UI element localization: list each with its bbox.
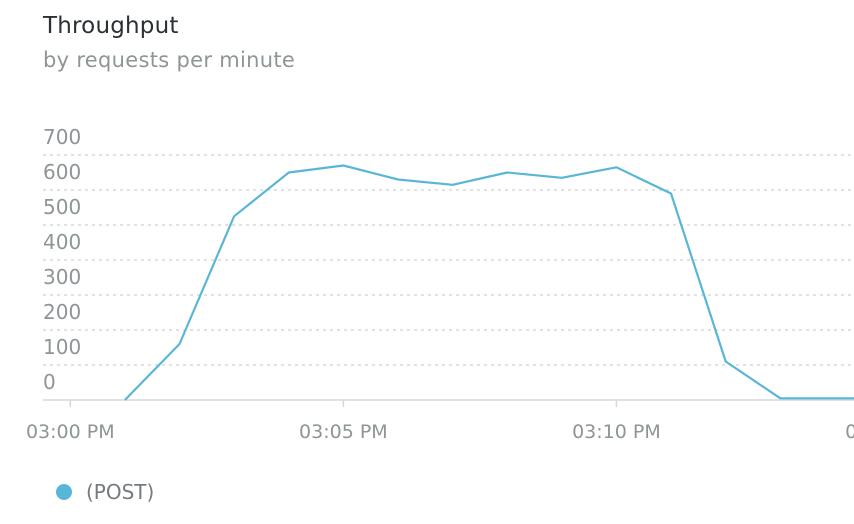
x-tick-label: 03:00 PM [26, 421, 115, 443]
legend[interactable]: (POST) [56, 480, 154, 504]
series-line-post [124, 164, 854, 401]
y-tick-label-600: 600 [43, 160, 81, 184]
chart-subtitle: by requests per minute [43, 48, 296, 72]
y-tick-label-700: 700 [43, 125, 81, 149]
legend-swatch [56, 484, 72, 500]
y-tick-label-400: 400 [43, 230, 81, 254]
line-chart: 0 100 200 300 400 500 600 700 03:00 PM 03:05 PM 03… [26, 125, 854, 443]
x-tick-label: 03:15 PM [845, 421, 854, 443]
legend-label: (POST) [86, 480, 155, 504]
y-tick-label-0: 0 [43, 370, 56, 394]
x-tick-label: 03:10 PM [572, 421, 661, 443]
y-tick-label-100: 100 [43, 335, 81, 359]
x-tick-label: 03:05 PM [299, 421, 388, 443]
y-tick-label-300: 300 [43, 265, 81, 289]
y-tick-label-200: 200 [43, 300, 81, 324]
chart-title: Throughput [43, 13, 179, 39]
y-tick-label-500: 500 [43, 195, 81, 219]
